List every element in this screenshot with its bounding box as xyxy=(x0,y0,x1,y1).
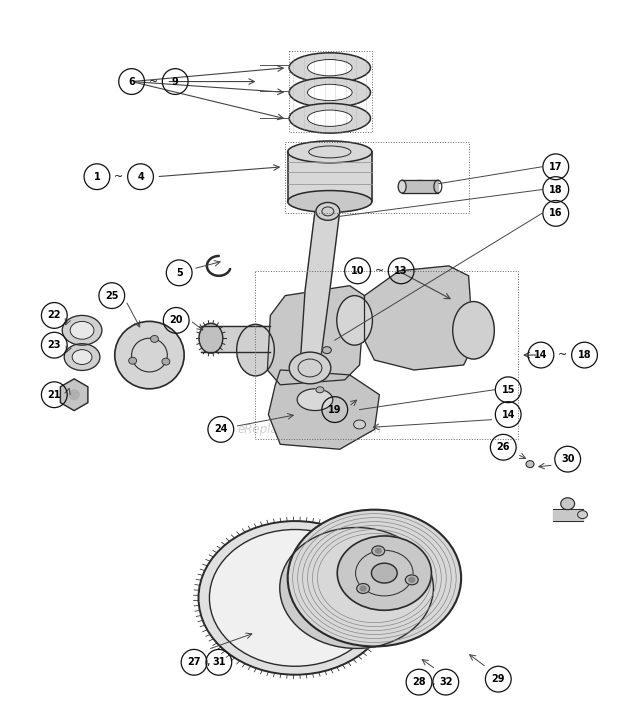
Polygon shape xyxy=(74,395,88,411)
Text: ,: , xyxy=(206,657,210,668)
Text: 5: 5 xyxy=(176,268,182,278)
Bar xyxy=(201,326,270,352)
Ellipse shape xyxy=(69,389,79,400)
Text: 10: 10 xyxy=(351,266,365,276)
Polygon shape xyxy=(74,387,88,403)
Text: 31: 31 xyxy=(212,657,226,668)
Ellipse shape xyxy=(453,301,494,359)
Ellipse shape xyxy=(360,586,366,591)
Ellipse shape xyxy=(353,420,366,429)
Bar xyxy=(553,509,583,521)
Ellipse shape xyxy=(70,321,94,339)
Ellipse shape xyxy=(288,191,372,213)
Ellipse shape xyxy=(371,563,397,583)
Text: 1: 1 xyxy=(94,172,100,182)
Text: 19: 19 xyxy=(328,405,342,414)
Ellipse shape xyxy=(398,180,406,193)
Text: 17: 17 xyxy=(549,162,562,172)
Bar xyxy=(402,180,438,193)
Text: 21: 21 xyxy=(48,389,61,400)
Text: 9: 9 xyxy=(172,76,179,87)
Text: 14: 14 xyxy=(534,350,547,360)
Ellipse shape xyxy=(308,110,352,127)
Ellipse shape xyxy=(289,53,371,82)
Text: 22: 22 xyxy=(48,310,61,320)
Ellipse shape xyxy=(62,315,102,345)
Polygon shape xyxy=(74,379,88,395)
Ellipse shape xyxy=(198,521,392,675)
Polygon shape xyxy=(60,379,74,395)
Text: ~: ~ xyxy=(374,266,384,276)
Ellipse shape xyxy=(409,577,415,582)
Ellipse shape xyxy=(162,358,170,365)
Text: 20: 20 xyxy=(169,315,183,325)
Bar xyxy=(289,51,373,132)
Ellipse shape xyxy=(337,296,373,345)
Ellipse shape xyxy=(199,323,223,353)
Ellipse shape xyxy=(316,387,324,392)
Text: 18: 18 xyxy=(549,185,562,194)
Ellipse shape xyxy=(308,84,352,100)
Bar xyxy=(288,152,372,202)
Ellipse shape xyxy=(308,60,352,76)
Text: eReplacementParts.com: eReplacementParts.com xyxy=(238,423,382,436)
Ellipse shape xyxy=(129,357,136,364)
Text: 6: 6 xyxy=(128,76,135,87)
Ellipse shape xyxy=(405,575,419,585)
Ellipse shape xyxy=(280,528,433,649)
Polygon shape xyxy=(300,211,340,365)
Ellipse shape xyxy=(322,347,331,354)
Ellipse shape xyxy=(151,336,159,342)
Polygon shape xyxy=(60,395,74,411)
Ellipse shape xyxy=(210,529,381,666)
Ellipse shape xyxy=(64,344,100,371)
Text: 18: 18 xyxy=(578,350,591,360)
Text: 16: 16 xyxy=(549,208,562,218)
Text: 13: 13 xyxy=(394,266,408,276)
Ellipse shape xyxy=(237,325,274,376)
Text: 28: 28 xyxy=(412,677,426,687)
Text: 32: 32 xyxy=(439,677,453,687)
Text: ~: ~ xyxy=(149,76,158,87)
Text: 26: 26 xyxy=(497,442,510,452)
Ellipse shape xyxy=(316,202,340,221)
Ellipse shape xyxy=(289,352,331,384)
Ellipse shape xyxy=(375,548,381,553)
Polygon shape xyxy=(268,370,379,449)
Bar xyxy=(255,271,518,439)
Text: ~: ~ xyxy=(558,350,567,360)
Ellipse shape xyxy=(288,141,372,163)
Ellipse shape xyxy=(356,584,370,593)
Ellipse shape xyxy=(578,510,588,518)
Ellipse shape xyxy=(297,389,333,411)
Text: 15: 15 xyxy=(502,385,515,395)
Ellipse shape xyxy=(372,546,385,555)
Ellipse shape xyxy=(526,461,534,467)
Text: 27: 27 xyxy=(187,657,201,668)
Polygon shape xyxy=(267,285,365,385)
Text: ~: ~ xyxy=(114,172,123,182)
Text: 14: 14 xyxy=(502,410,515,419)
Text: 29: 29 xyxy=(492,674,505,684)
Text: 23: 23 xyxy=(48,340,61,350)
Ellipse shape xyxy=(289,103,371,133)
Text: 25: 25 xyxy=(105,290,118,301)
Polygon shape xyxy=(365,266,474,370)
Polygon shape xyxy=(60,387,74,403)
Ellipse shape xyxy=(72,349,92,365)
Bar xyxy=(285,142,469,213)
Ellipse shape xyxy=(288,510,461,646)
Text: 30: 30 xyxy=(561,454,574,464)
Ellipse shape xyxy=(411,180,429,193)
Text: 24: 24 xyxy=(214,424,228,435)
Ellipse shape xyxy=(289,78,371,107)
Ellipse shape xyxy=(560,498,575,510)
Ellipse shape xyxy=(115,321,184,389)
Ellipse shape xyxy=(337,536,432,610)
Text: 4: 4 xyxy=(137,172,144,182)
Text: ,: , xyxy=(431,677,435,687)
